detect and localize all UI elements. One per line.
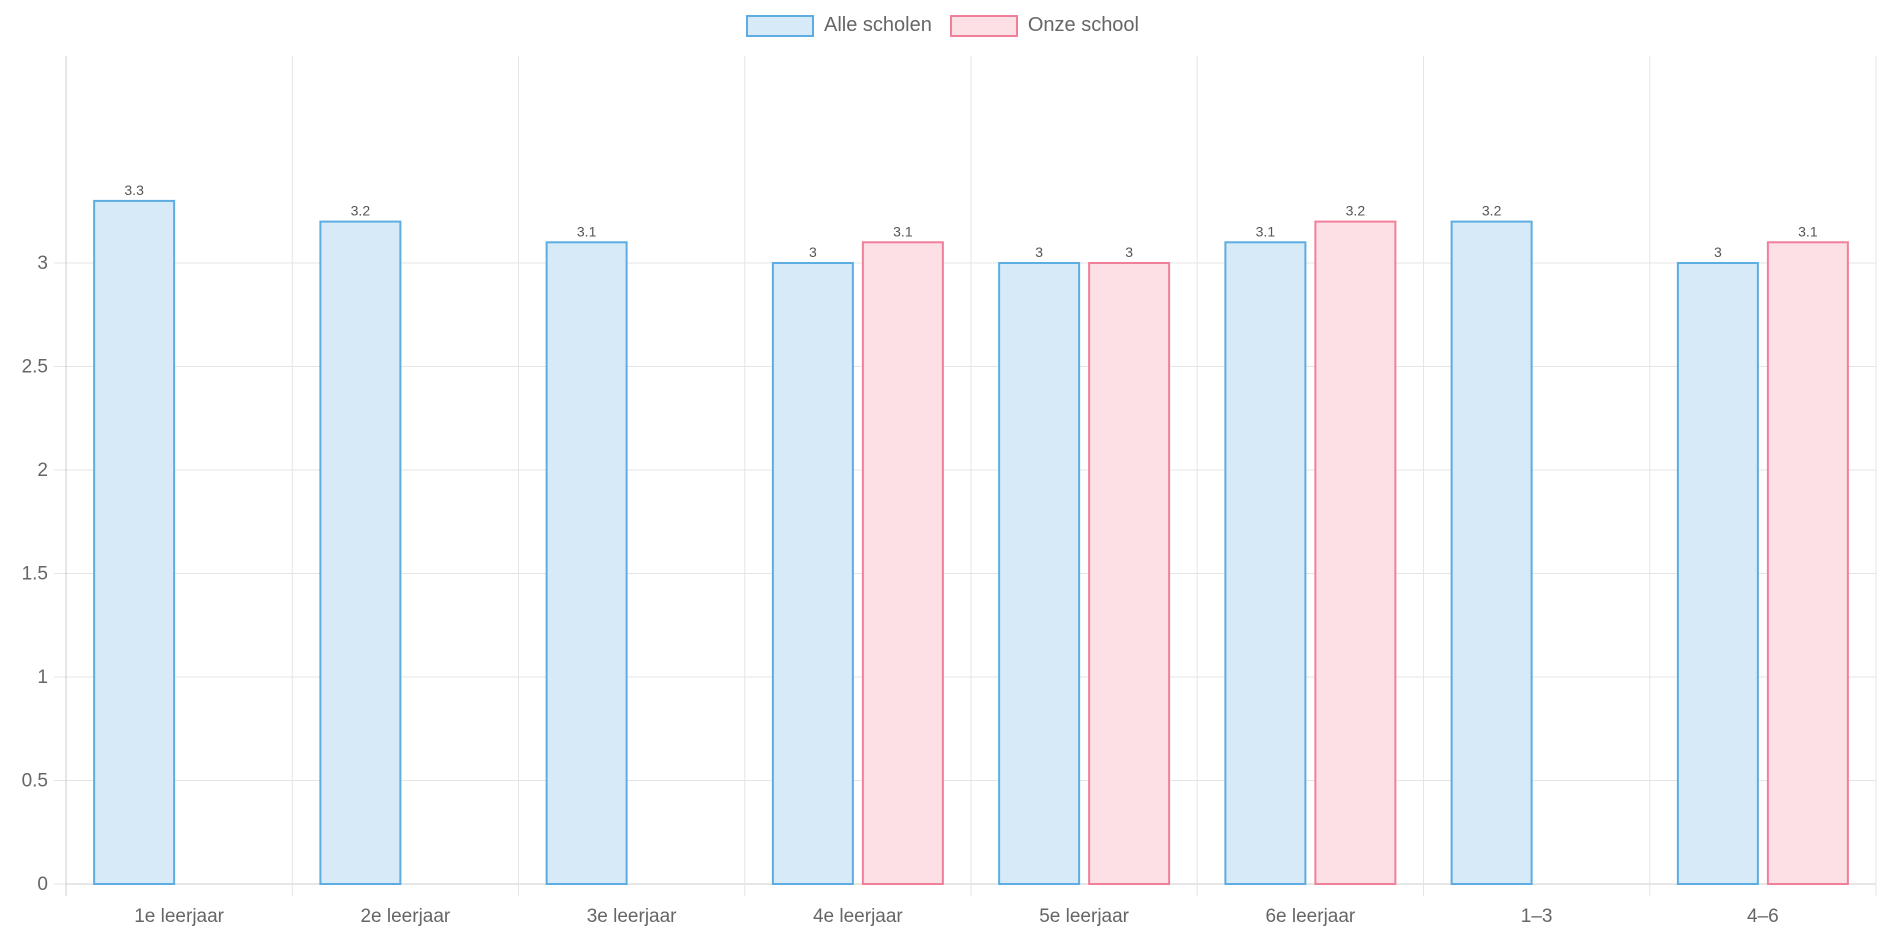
bar-onze-school	[861, 241, 944, 886]
bar-onze-school	[1314, 220, 1397, 886]
bar-onze-school	[1088, 262, 1171, 885]
bar-onze-school	[1766, 241, 1849, 886]
legend-label-alle-scholen: Alle scholen	[823, 14, 932, 36]
x-tick-label: 1–3	[1521, 906, 1553, 927]
legend-item-onze-school[interactable]: Onze school	[949, 14, 1139, 37]
y-tick-label: 0	[37, 874, 48, 895]
bar-alle-scholen	[319, 220, 402, 886]
bar-alle-scholen	[1676, 262, 1759, 885]
bar-alle-scholen	[771, 262, 854, 885]
bar-value-label: 3	[1714, 244, 1722, 260]
bar-value-label: 3.1	[577, 223, 597, 239]
bar-alle-scholen	[545, 241, 628, 886]
bar-value-label: 3	[1035, 244, 1043, 260]
bar-value-label: 3	[809, 244, 817, 260]
bar-value-label: 3.1	[1798, 223, 1818, 239]
legend-label-onze-school: Onze school	[1027, 14, 1139, 36]
bar-value-label: 3.2	[351, 203, 371, 219]
x-tick-label: 4–6	[1747, 906, 1779, 927]
bar-value-label: 3.1	[1256, 223, 1276, 239]
y-tick-label: 1	[37, 667, 48, 688]
x-tick-label: 4e leerjaar	[813, 906, 903, 927]
bar-alle-scholen	[1224, 241, 1307, 886]
x-tick-label: 3e leerjaar	[587, 906, 677, 927]
y-tick-label: 2	[37, 460, 48, 481]
x-tick-label: 6e leerjaar	[1265, 906, 1355, 927]
bar-value-label: 3.2	[1482, 203, 1502, 219]
bar-value-label: 3	[1125, 244, 1133, 260]
bar-value-label: 3.3	[124, 182, 144, 198]
bar-alle-scholen	[93, 199, 176, 885]
y-tick-label: 1.5	[22, 564, 48, 585]
legend-swatch-alle-scholen	[745, 14, 814, 37]
y-tick-label: 2.5	[22, 357, 48, 378]
bar-alle-scholen	[1450, 220, 1533, 886]
x-tick-label: 5e leerjaar	[1039, 906, 1129, 927]
x-tick-label: 2e leerjaar	[360, 906, 450, 927]
bar-value-label: 3.2	[1346, 203, 1366, 219]
y-tick-label: 0.5	[22, 771, 48, 792]
legend-item-alle-scholen[interactable]: Alle scholen	[745, 14, 932, 37]
x-tick-label: 1e leerjaar	[134, 906, 224, 927]
legend: Alle scholen Onze school	[0, 14, 1885, 37]
bar-value-label: 3.1	[893, 223, 913, 239]
legend-swatch-onze-school	[949, 14, 1018, 37]
bar-alle-scholen	[998, 262, 1081, 885]
y-tick-label: 3	[37, 253, 48, 274]
